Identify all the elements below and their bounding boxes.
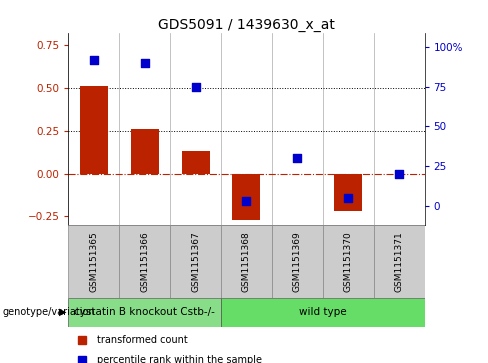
Text: transformed count: transformed count: [97, 335, 187, 345]
Point: [395, 171, 403, 177]
Point: [293, 155, 301, 161]
Point: [345, 195, 352, 201]
Bar: [323, 225, 374, 298]
Title: GDS5091 / 1439630_x_at: GDS5091 / 1439630_x_at: [158, 18, 335, 32]
Bar: [272, 225, 323, 298]
Bar: [334, 174, 362, 211]
Bar: [80, 86, 108, 174]
Text: genotype/variation: genotype/variation: [2, 307, 95, 317]
Bar: [170, 225, 221, 298]
Point: [243, 198, 250, 204]
Bar: [68, 298, 221, 327]
Text: GSM1151369: GSM1151369: [293, 231, 302, 291]
Bar: [221, 225, 272, 298]
Bar: [232, 174, 261, 220]
Text: wild type: wild type: [299, 307, 346, 317]
Text: GSM1151371: GSM1151371: [395, 231, 404, 291]
Text: GSM1151366: GSM1151366: [140, 231, 149, 291]
Bar: [182, 151, 209, 174]
Point: [141, 60, 148, 66]
Bar: [221, 298, 425, 327]
Text: GSM1151367: GSM1151367: [191, 231, 200, 291]
Point: [192, 84, 200, 90]
Text: GSM1151368: GSM1151368: [242, 231, 251, 291]
Bar: [131, 129, 159, 174]
Text: ▶: ▶: [59, 307, 66, 317]
Bar: [119, 225, 170, 298]
Bar: [68, 225, 119, 298]
Text: percentile rank within the sample: percentile rank within the sample: [97, 355, 262, 363]
Text: cystatin B knockout Cstb-/-: cystatin B knockout Cstb-/-: [74, 307, 215, 317]
Text: GSM1151365: GSM1151365: [89, 231, 98, 291]
Point: [90, 57, 98, 62]
Bar: [374, 225, 425, 298]
Text: GSM1151370: GSM1151370: [344, 231, 353, 291]
